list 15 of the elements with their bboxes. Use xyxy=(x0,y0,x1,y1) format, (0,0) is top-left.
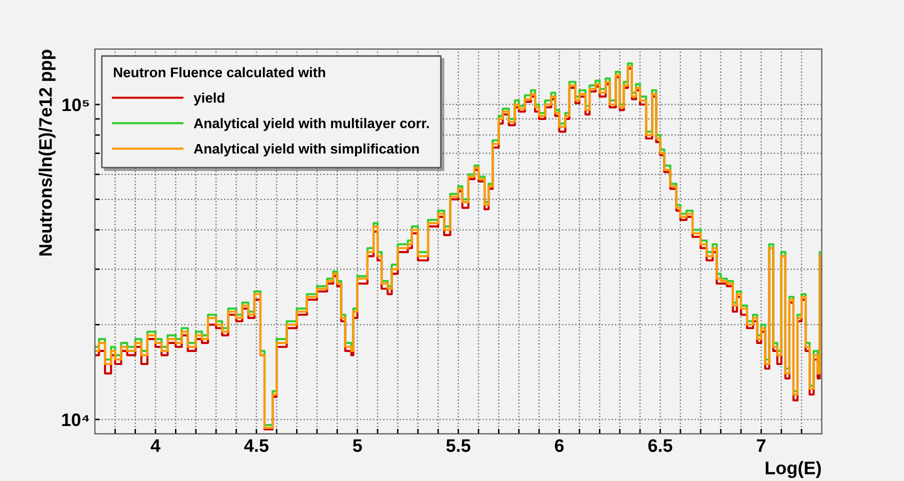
x-tick-label: 5.5 xyxy=(446,439,470,452)
legend-label: Analytical yield with simplification xyxy=(194,143,419,156)
y-tick-label: 10⁵ xyxy=(62,98,89,112)
legend-title: Neutron Fluence calculated with xyxy=(114,67,326,78)
y-axis-title: Neutrons/ln(E)/7e12 ppp xyxy=(38,50,56,256)
y-tick-label: 10⁴ xyxy=(62,413,90,426)
x-tick-label: 6.5 xyxy=(648,439,672,452)
legend-label: yield xyxy=(194,92,224,106)
x-tick-label: 4.5 xyxy=(244,439,268,452)
x-tick-label: 5 xyxy=(352,439,362,452)
x-tick-label: 7 xyxy=(756,439,766,452)
x-axis-title: Log(E) xyxy=(766,461,821,478)
x-tick-label: 6 xyxy=(554,439,564,452)
x-tick-label: 4 xyxy=(150,439,160,452)
legend-label: Analytical yield with multilayer corr. xyxy=(194,118,429,131)
